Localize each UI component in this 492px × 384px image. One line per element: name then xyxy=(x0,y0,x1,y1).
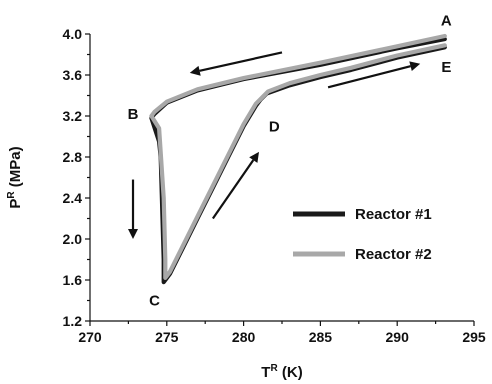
arrow-shaft xyxy=(199,51,283,72)
arrow-head xyxy=(128,229,138,239)
legend-label: Reactor #1 xyxy=(355,206,432,223)
point-label-d: D xyxy=(269,118,280,135)
y-tick-label: 2.0 xyxy=(63,231,83,247)
y-tick-label: 1.2 xyxy=(63,313,83,329)
x-tick-label: 290 xyxy=(386,329,410,345)
direction-arrow xyxy=(128,179,138,239)
arrow-shaft xyxy=(211,159,255,220)
y-tick-label: 3.2 xyxy=(63,108,83,124)
y-tick-label: 1.6 xyxy=(63,272,83,288)
point-label-c: C xyxy=(149,293,160,310)
legend: Reactor #1 Reactor #2 xyxy=(293,206,432,263)
point-label-e: E xyxy=(441,59,451,76)
point-label-b: B xyxy=(128,106,139,123)
arrow-head xyxy=(249,151,259,163)
arrow-head xyxy=(409,61,421,71)
x-tick-label: 295 xyxy=(462,329,486,345)
arrow-head xyxy=(189,65,201,76)
y-axis-title: PR (MPa) xyxy=(6,146,24,208)
point-label-a: A xyxy=(441,13,452,30)
x-tick-label: 280 xyxy=(232,329,256,345)
arrows-layer xyxy=(128,51,421,239)
direction-arrow xyxy=(211,151,259,220)
arrow-shaft xyxy=(327,65,411,89)
y-tick-label: 4.0 xyxy=(63,26,83,42)
direction-arrow xyxy=(327,61,421,89)
y-tick-label: 2.4 xyxy=(63,190,83,206)
direction-arrow xyxy=(189,51,283,76)
x-tick-label: 275 xyxy=(155,329,179,345)
y-tick-label: 3.6 xyxy=(63,67,83,83)
x-tick-label: 270 xyxy=(78,329,102,345)
point-labels-layer: A B C D E xyxy=(128,13,452,310)
y-tick-label: 2.8 xyxy=(63,149,83,165)
legend-label: Reactor #2 xyxy=(355,246,432,263)
series-layer xyxy=(149,33,447,285)
x-axis-title: TR (K) xyxy=(261,363,302,381)
axes-layer: 270 275 280 285 290 295 1.2 1.6 2.0 2.4 2.8 3.2 3.6 4… xyxy=(6,26,486,381)
series-line-reactor-2 xyxy=(149,33,447,280)
x-tick-label: 285 xyxy=(309,329,333,345)
